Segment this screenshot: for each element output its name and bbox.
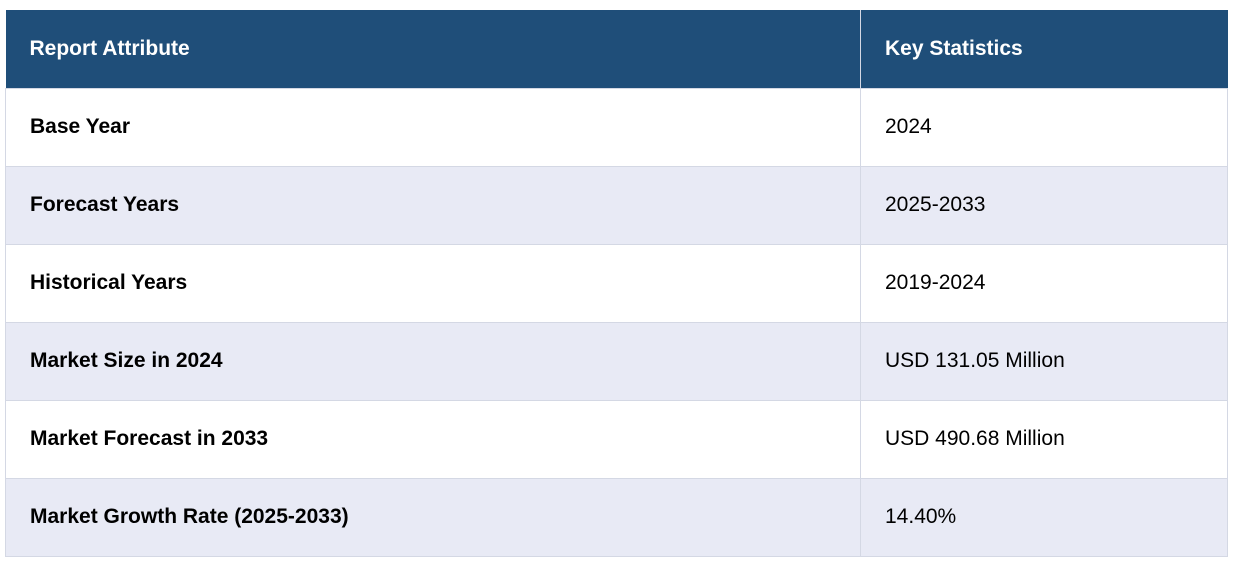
statistics-table-container: Report Attribute Key Statistics Base Yea…: [5, 10, 1228, 557]
report-statistics-table: Report Attribute Key Statistics Base Yea…: [5, 10, 1228, 557]
value-cell: 2024: [860, 87, 1228, 167]
value-cell: 2025-2033: [860, 165, 1228, 245]
table-header-row: Report Attribute Key Statistics: [5, 10, 1228, 88]
table-row: Historical Years 2019-2024: [5, 243, 1228, 323]
value-cell: USD 131.05 Million: [860, 321, 1228, 401]
attribute-cell: Forecast Years: [5, 165, 861, 245]
value-cell: 14.40%: [860, 477, 1228, 557]
value-cell: USD 490.68 Million: [860, 399, 1228, 479]
attribute-cell: Market Growth Rate (2025-2033): [5, 477, 861, 557]
table-row: Market Growth Rate (2025-2033) 14.40%: [5, 477, 1228, 557]
attribute-cell: Market Forecast in 2033: [5, 399, 861, 479]
table-row: Base Year 2024: [5, 87, 1228, 167]
attribute-cell: Historical Years: [5, 243, 861, 323]
header-report-attribute: Report Attribute: [5, 10, 861, 88]
table-row: Forecast Years 2025-2033: [5, 165, 1228, 245]
value-cell: 2019-2024: [860, 243, 1228, 323]
table-row: Market Forecast in 2033 USD 490.68 Milli…: [5, 399, 1228, 479]
table-row: Market Size in 2024 USD 131.05 Million: [5, 321, 1228, 401]
attribute-cell: Base Year: [5, 87, 861, 167]
attribute-cell: Market Size in 2024: [5, 321, 861, 401]
header-key-statistics: Key Statistics: [860, 10, 1228, 88]
